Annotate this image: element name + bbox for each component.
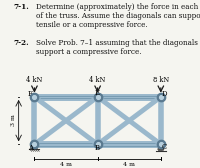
Text: E: E bbox=[95, 89, 100, 97]
Circle shape bbox=[158, 150, 160, 151]
Circle shape bbox=[162, 150, 163, 151]
Text: 8 kN: 8 kN bbox=[153, 76, 169, 84]
Text: D: D bbox=[162, 90, 168, 98]
Polygon shape bbox=[158, 144, 164, 149]
Text: 7-2.: 7-2. bbox=[14, 39, 29, 47]
Text: 7-1.: 7-1. bbox=[14, 3, 30, 11]
Polygon shape bbox=[31, 144, 38, 149]
Text: 4 kN: 4 kN bbox=[26, 76, 43, 84]
Text: Determine (approximately) the force in each member
of the truss. Assume the diag: Determine (approximately) the force in e… bbox=[36, 3, 200, 29]
Text: B: B bbox=[95, 144, 100, 152]
Text: A: A bbox=[28, 144, 33, 152]
Text: 4 m: 4 m bbox=[60, 162, 72, 167]
Text: 3 m: 3 m bbox=[11, 115, 16, 127]
Text: 4 m: 4 m bbox=[123, 162, 135, 167]
Text: F: F bbox=[28, 90, 33, 98]
Text: Solve Prob. 7–1 assuming that the diagonals cannot
support a compressive force.: Solve Prob. 7–1 assuming that the diagon… bbox=[36, 39, 200, 56]
Text: 4 kN: 4 kN bbox=[89, 76, 106, 84]
Text: C: C bbox=[162, 143, 167, 151]
Circle shape bbox=[160, 150, 162, 151]
